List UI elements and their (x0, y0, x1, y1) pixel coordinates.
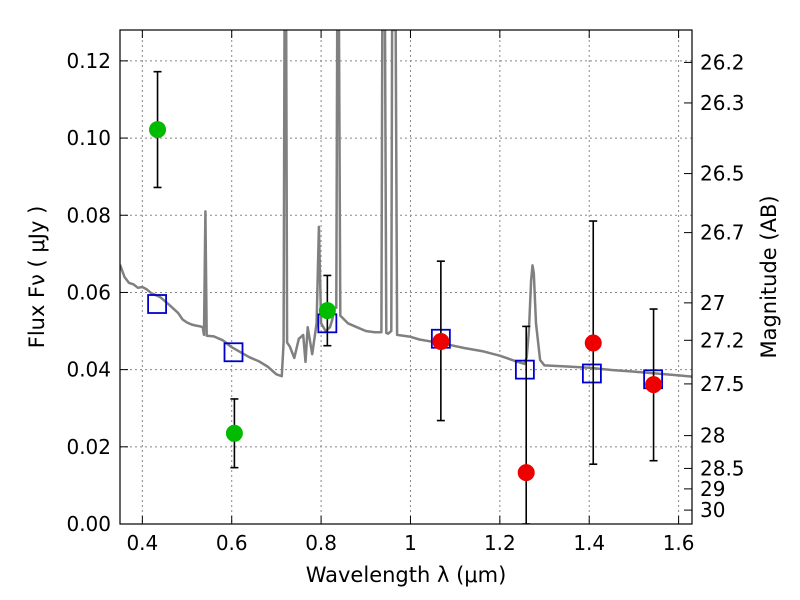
x-tick-label: 1.6 (663, 531, 695, 555)
x-tick-label: 0.6 (216, 531, 248, 555)
x-axis-label: Wavelength λ (μm) (306, 563, 507, 587)
data-point (645, 376, 663, 394)
data-point (318, 302, 336, 320)
x-tick-label: 1.4 (573, 531, 605, 555)
magnitude-tick-label: 27.2 (700, 328, 745, 352)
magnitude-axis-label: Magnitude (AB) (757, 195, 781, 358)
y-tick-label: 0.04 (66, 358, 111, 382)
y-tick-label: 0.12 (66, 49, 111, 73)
spectrum-line (120, 30, 692, 378)
y-tick-label: 0.02 (66, 435, 111, 459)
model-square (147, 294, 167, 314)
y-axis-label: Flux Fν ( μJy ) (25, 206, 49, 349)
points-layer (149, 70, 663, 524)
data-point (432, 332, 450, 350)
data-point (584, 334, 602, 352)
x-tick-label: 1 (404, 531, 417, 555)
magnitude-tick-label: 28 (700, 424, 725, 448)
y-tick-label: 0.06 (66, 280, 111, 304)
magnitude-tick-label: 28.5 (700, 456, 745, 480)
y-tick-label: 0.10 (66, 126, 111, 150)
y-axis: 0.00 0.02 0.04 0.06 0.08 0.10 0.12 (66, 49, 128, 536)
magnitude-tick-label: 29 (700, 477, 725, 501)
magnitude-tick-label: 27.5 (700, 372, 745, 396)
magnitude-tick-label: 30 (700, 498, 725, 522)
model-square (582, 363, 602, 384)
data-point (517, 464, 535, 482)
x-tick-label: 0.8 (305, 531, 337, 555)
magnitude-tick-label: 27 (700, 291, 725, 315)
magnitude-tick-label: 26.5 (700, 162, 745, 186)
magnitude-tick-label: 26.2 (700, 50, 745, 74)
x-tick-label: 0.4 (126, 531, 158, 555)
model-square (514, 359, 535, 380)
data-point (149, 121, 167, 139)
x-tick-label: 1.2 (484, 531, 516, 555)
magnitude-tick-label: 26.7 (700, 221, 745, 245)
plot-frame (119, 29, 693, 525)
data-point (225, 424, 243, 442)
magnitude-tick-label: 26.3 (700, 91, 745, 115)
y-tick-label: 0.00 (66, 512, 111, 536)
model-square (223, 342, 244, 363)
x-axis: 0.4 0.6 0.8 1 1.2 1.4 1.6 (126, 30, 695, 555)
spectrum-layer (120, 30, 692, 378)
y-tick-label: 0.08 (66, 203, 111, 227)
